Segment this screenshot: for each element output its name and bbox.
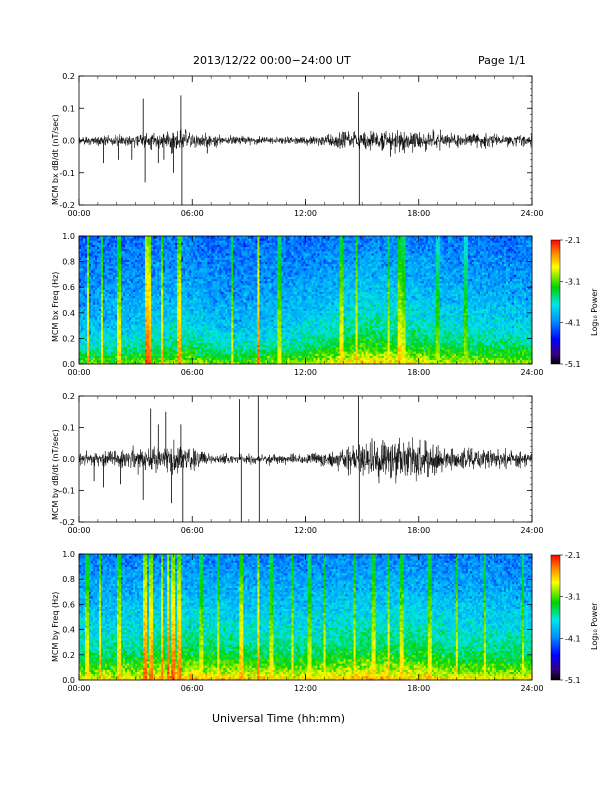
y-tick-label: 0.1	[62, 104, 75, 113]
bx-spectrogram-cells	[79, 236, 532, 364]
panel-bx-dbdt: -0.2-0.10.00.10.200:00 06:00 12:00 18:00 24:…	[51, 72, 544, 218]
x-tick-label: 06:00	[181, 209, 204, 218]
bx-dbdt-trace	[79, 92, 532, 205]
bx-dbdt-ylabel: MCM bx dB/dt (nT/sec)	[51, 114, 60, 205]
figure: -0.2-0.10.00.10.200:00 06:00 12:00 18:00 24:…	[0, 0, 612, 792]
x-tick-label: 24:00	[520, 209, 543, 218]
x-tick-label: 12:00	[294, 209, 317, 218]
y-tick-label: -0.1	[59, 169, 75, 178]
dbdt-series-line	[79, 128, 532, 154]
y-tick-label: 0.0	[62, 137, 75, 146]
x-tick-label: 18:00	[407, 209, 430, 218]
panel-bx-spectrogram: 0.00.20.40.60.81.000:00 06:00 12:00 18:00 24…	[51, 232, 599, 377]
x-tick-label: 00:00	[67, 209, 90, 218]
y-tick-label: 0.2	[62, 72, 75, 81]
